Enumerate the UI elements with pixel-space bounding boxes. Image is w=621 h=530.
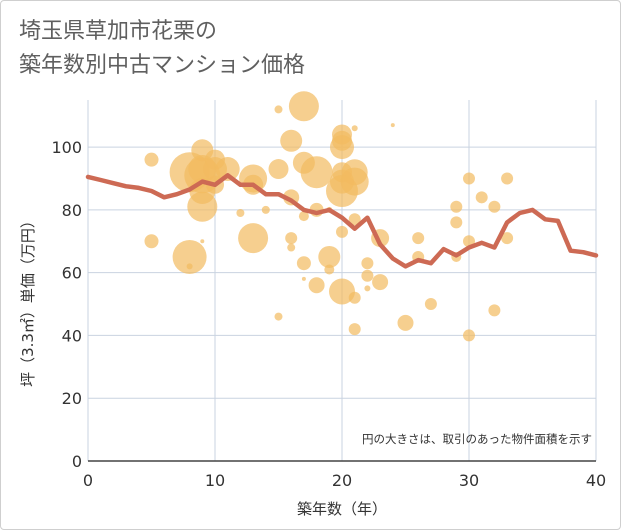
data-bubble [329, 278, 355, 305]
data-bubble [501, 172, 514, 185]
data-bubble [412, 232, 425, 245]
y-tick-label: 40 [62, 326, 82, 345]
data-bubble [364, 285, 371, 292]
data-bubble [287, 243, 296, 252]
bubble-layer [144, 91, 514, 342]
data-bubble [215, 157, 240, 182]
data-bubble [318, 245, 341, 268]
data-bubble [298, 211, 309, 222]
chart-title-line1: 埼玉県草加市花栗の [19, 19, 218, 44]
data-bubble [300, 156, 333, 189]
y-tick-label: 80 [62, 201, 82, 220]
data-bubble [340, 167, 369, 196]
data-bubble [324, 264, 335, 275]
data-bubble [261, 205, 270, 214]
data-bubble [488, 304, 501, 317]
data-bubble [450, 216, 463, 229]
data-bubble [200, 239, 205, 244]
x-tick-label: 10 [205, 471, 225, 490]
chart-title: 埼玉県草加市花栗の 築年数別中古マンション価格 [19, 15, 305, 83]
data-bubble [330, 135, 354, 160]
data-bubble [238, 223, 269, 254]
data-bubble [236, 209, 245, 218]
data-bubble [348, 291, 361, 304]
data-bubble [268, 159, 289, 180]
x-tick-labels: 0 10 20 30 40 [83, 471, 606, 490]
x-tick-label: 30 [459, 471, 479, 490]
data-bubble [424, 298, 437, 311]
data-bubble [144, 234, 159, 249]
data-bubble [450, 200, 463, 213]
data-bubble [280, 129, 303, 152]
data-bubble [361, 257, 374, 270]
data-bubble [475, 191, 488, 204]
data-bubble [348, 213, 361, 226]
y-axis-label: 坪（3.3㎡）単価（万円） [19, 213, 37, 387]
data-bubble [390, 123, 395, 128]
data-bubble [274, 105, 283, 114]
data-bubble [187, 191, 218, 222]
data-bubble [144, 152, 159, 167]
data-bubble [308, 277, 325, 294]
x-tick-label: 0 [83, 471, 93, 490]
data-bubble [288, 91, 319, 122]
y-tick-labels: 0 20 40 60 80 100 [51, 138, 82, 471]
data-bubble [186, 263, 193, 270]
bubble-size-note: 円の大きさは、取引のあった物件面積を示す [362, 432, 592, 446]
x-tick-label: 40 [586, 471, 606, 490]
y-tick-label: 100 [51, 138, 82, 157]
chart-title-line2: 築年数別中古マンション価格 [19, 53, 306, 78]
y-tick-label: 0 [72, 452, 82, 471]
y-tick-label: 20 [62, 389, 82, 408]
data-bubble [488, 200, 501, 213]
data-bubble [274, 312, 283, 321]
x-tick-label: 20 [332, 471, 352, 490]
x-axis-label: 築年数（年） [297, 500, 387, 518]
data-bubble [463, 329, 475, 342]
data-bubble [285, 232, 298, 245]
data-bubble [501, 232, 514, 245]
data-bubble [397, 314, 414, 331]
data-bubble [296, 256, 311, 271]
data-bubble [172, 239, 207, 274]
y-tick-label: 60 [62, 264, 82, 283]
data-bubble [361, 269, 374, 282]
data-bubble [336, 225, 348, 238]
data-bubble [463, 172, 475, 185]
data-bubble [351, 125, 358, 132]
data-bubble [372, 274, 389, 291]
data-bubble [348, 323, 361, 336]
data-bubble [301, 276, 306, 281]
trend-line [85, 173, 599, 269]
